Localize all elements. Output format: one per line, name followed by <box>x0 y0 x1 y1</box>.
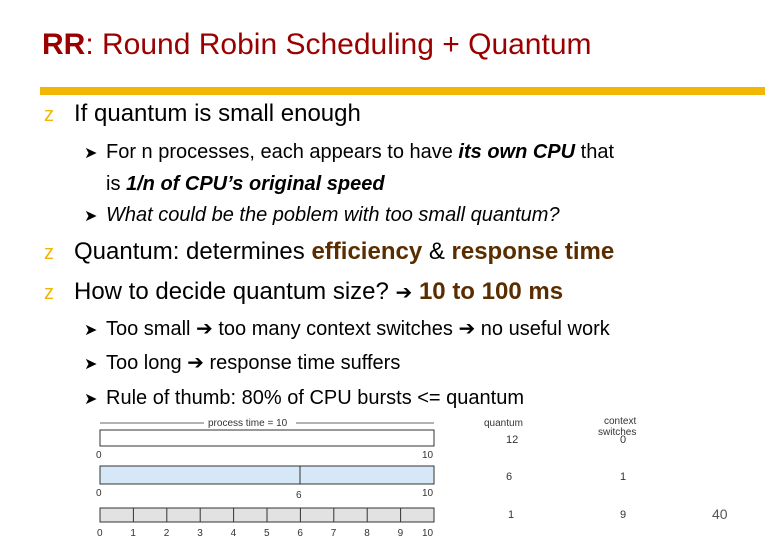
right-arrow-icon: ➔ <box>458 318 476 340</box>
process-time-label: process time = 10 <box>208 418 288 429</box>
text: How to decide quantum size? <box>74 278 396 305</box>
timeline-bar-quantum-12 <box>99 429 435 447</box>
context-column-header: context <box>604 416 636 427</box>
text: For n processes, each appears to have <box>106 141 459 163</box>
bullet-marker-icon: z <box>44 242 54 264</box>
bullet-marker-icon: z <box>44 104 54 126</box>
text: Quantum: determines <box>74 238 312 265</box>
tick-label: 0 <box>96 488 102 499</box>
tick-label: 10 <box>422 528 434 539</box>
right-arrow-icon: ➔ <box>196 318 213 340</box>
sub-bullet-too-long: ➤ Too long ➔ response time suffers <box>84 348 400 380</box>
text: that <box>575 141 615 163</box>
quantum-figure: process time = 10 quantum context switch… <box>96 416 636 539</box>
arrow-bullet-icon: ➤ <box>84 208 98 225</box>
bullet-text: Rule of thumb: 80% of CPU bursts <= quan… <box>106 387 524 409</box>
tick-label: 4 <box>231 528 237 539</box>
arrow-bullet-icon: ➤ <box>84 322 98 339</box>
text: too many context switches <box>212 318 459 340</box>
text-emphasis: response time <box>451 238 615 265</box>
bullet-text: If quantum is small enough <box>74 100 361 127</box>
arrow-bullet-icon: ➤ <box>84 356 98 373</box>
page-number: 40 <box>712 506 728 522</box>
title-rest: : Round Robin Scheduling + Quantum <box>85 28 592 61</box>
bullet-marker-icon: z <box>44 282 54 304</box>
tick-label: 8 <box>364 528 370 539</box>
text-emphasis: efficiency <box>311 238 423 265</box>
text: & <box>422 238 452 265</box>
sub-bullet-too-small: ➤ Too small ➔ too many context switches ➔… <box>84 314 610 346</box>
title-prefix: RR <box>42 28 86 61</box>
text: no useful work <box>475 318 610 340</box>
bullet-quantum-small: z If quantum is small enough <box>44 100 361 128</box>
switches-value: 0 <box>620 434 626 446</box>
tick-label: 0 <box>96 450 102 461</box>
text-emphasis: its own CPU <box>458 141 576 163</box>
tick-labels: 0 1 2 3 4 5 6 7 8 9 10 <box>97 528 434 539</box>
arrow-bullet-icon: ➤ <box>84 391 98 408</box>
slide-title: RR: Round Robin Scheduling + Quantum <box>42 28 592 62</box>
text: Too small <box>106 318 197 340</box>
title-divider <box>40 87 765 95</box>
quantum-value: 6 <box>506 471 512 483</box>
switch-dividers <box>132 508 402 522</box>
quantum-value: 12 <box>506 434 518 446</box>
text-emphasis: 1/n of CPU’s original speed <box>126 173 385 195</box>
right-arrow-icon: ➔ <box>187 352 204 374</box>
tick-label: 2 <box>164 528 170 539</box>
tick-label: 10 <box>422 488 434 499</box>
tick-label: 6 <box>296 490 302 501</box>
tick-label: 6 <box>297 528 303 539</box>
bullet-quantum-determines: z Quantum: determines efficiency & respon… <box>44 238 614 266</box>
text-emphasis: 10 to 100 ms <box>418 278 564 305</box>
tick-label: 7 <box>331 528 337 539</box>
tick-label: 1 <box>130 528 136 539</box>
arrow-bullet-icon: ➤ <box>84 145 98 162</box>
text: is <box>106 173 126 195</box>
bullet-text: What could be the poblem with too small … <box>106 204 560 226</box>
tick-label: 0 <box>97 528 103 539</box>
sub-bullet-problem: ➤ What could be the poblem with too small… <box>84 200 560 232</box>
timeline-bar-quantum-6 <box>99 465 435 485</box>
switches-value: 9 <box>620 509 626 521</box>
sub-bullet-n-processes: ➤ For n processes, each appears to have i… <box>84 137 614 199</box>
right-arrow-icon: ➔ <box>395 282 413 304</box>
text: response time suffers <box>203 352 401 374</box>
text: Too long <box>106 352 188 374</box>
switches-value: 1 <box>620 471 626 483</box>
switches-column-header: switches <box>598 427 636 438</box>
tick-label: 9 <box>398 528 404 539</box>
quantum-column-header: quantum <box>484 418 523 429</box>
tick-label: 10 <box>422 450 434 461</box>
bullet-decide-quantum: z How to decide quantum size? ➔ 10 to 100… <box>44 278 563 306</box>
quantum-value: 1 <box>508 509 514 521</box>
tick-label: 5 <box>264 528 270 539</box>
sub-bullet-rule-of-thumb: ➤ Rule of thumb: 80% of CPU bursts <= qua… <box>84 383 524 415</box>
tick-label: 3 <box>197 528 203 539</box>
